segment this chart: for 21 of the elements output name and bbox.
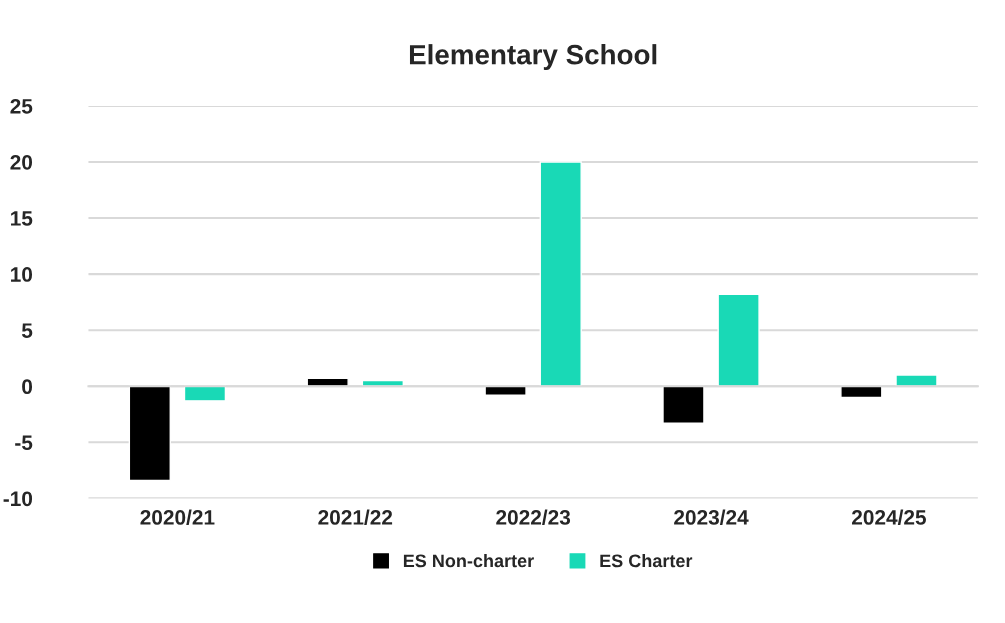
x-tick-label: 2022/23: [496, 509, 571, 526]
y-tick-label: -5: [15, 435, 33, 451]
y-tick-label: 20: [10, 154, 33, 170]
y-tick-label: 0: [22, 379, 33, 395]
bar: [717, 293, 760, 387]
x-tick-label: 2021/22: [318, 509, 393, 526]
chart-title: Elementary School: [409, 44, 657, 71]
bar: [539, 161, 582, 387]
bar: [128, 385, 171, 482]
bar: [183, 385, 227, 402]
legend-label: ES Charter: [600, 553, 693, 568]
y-tick-label: 15: [11, 211, 33, 226]
y-tick-label: -10: [3, 491, 33, 507]
x-tick-label: 2023/24: [674, 509, 749, 526]
y-tick-label: 25: [10, 98, 33, 114]
legend-label: ES Non-charter: [403, 553, 534, 568]
x-tick-label: 2024/25: [852, 509, 926, 526]
bar: [662, 385, 705, 424]
y-tick-label: 5: [21, 323, 33, 338]
x-tick-label: 2020/21: [140, 509, 215, 526]
y-tick-label: 10: [11, 267, 33, 282]
